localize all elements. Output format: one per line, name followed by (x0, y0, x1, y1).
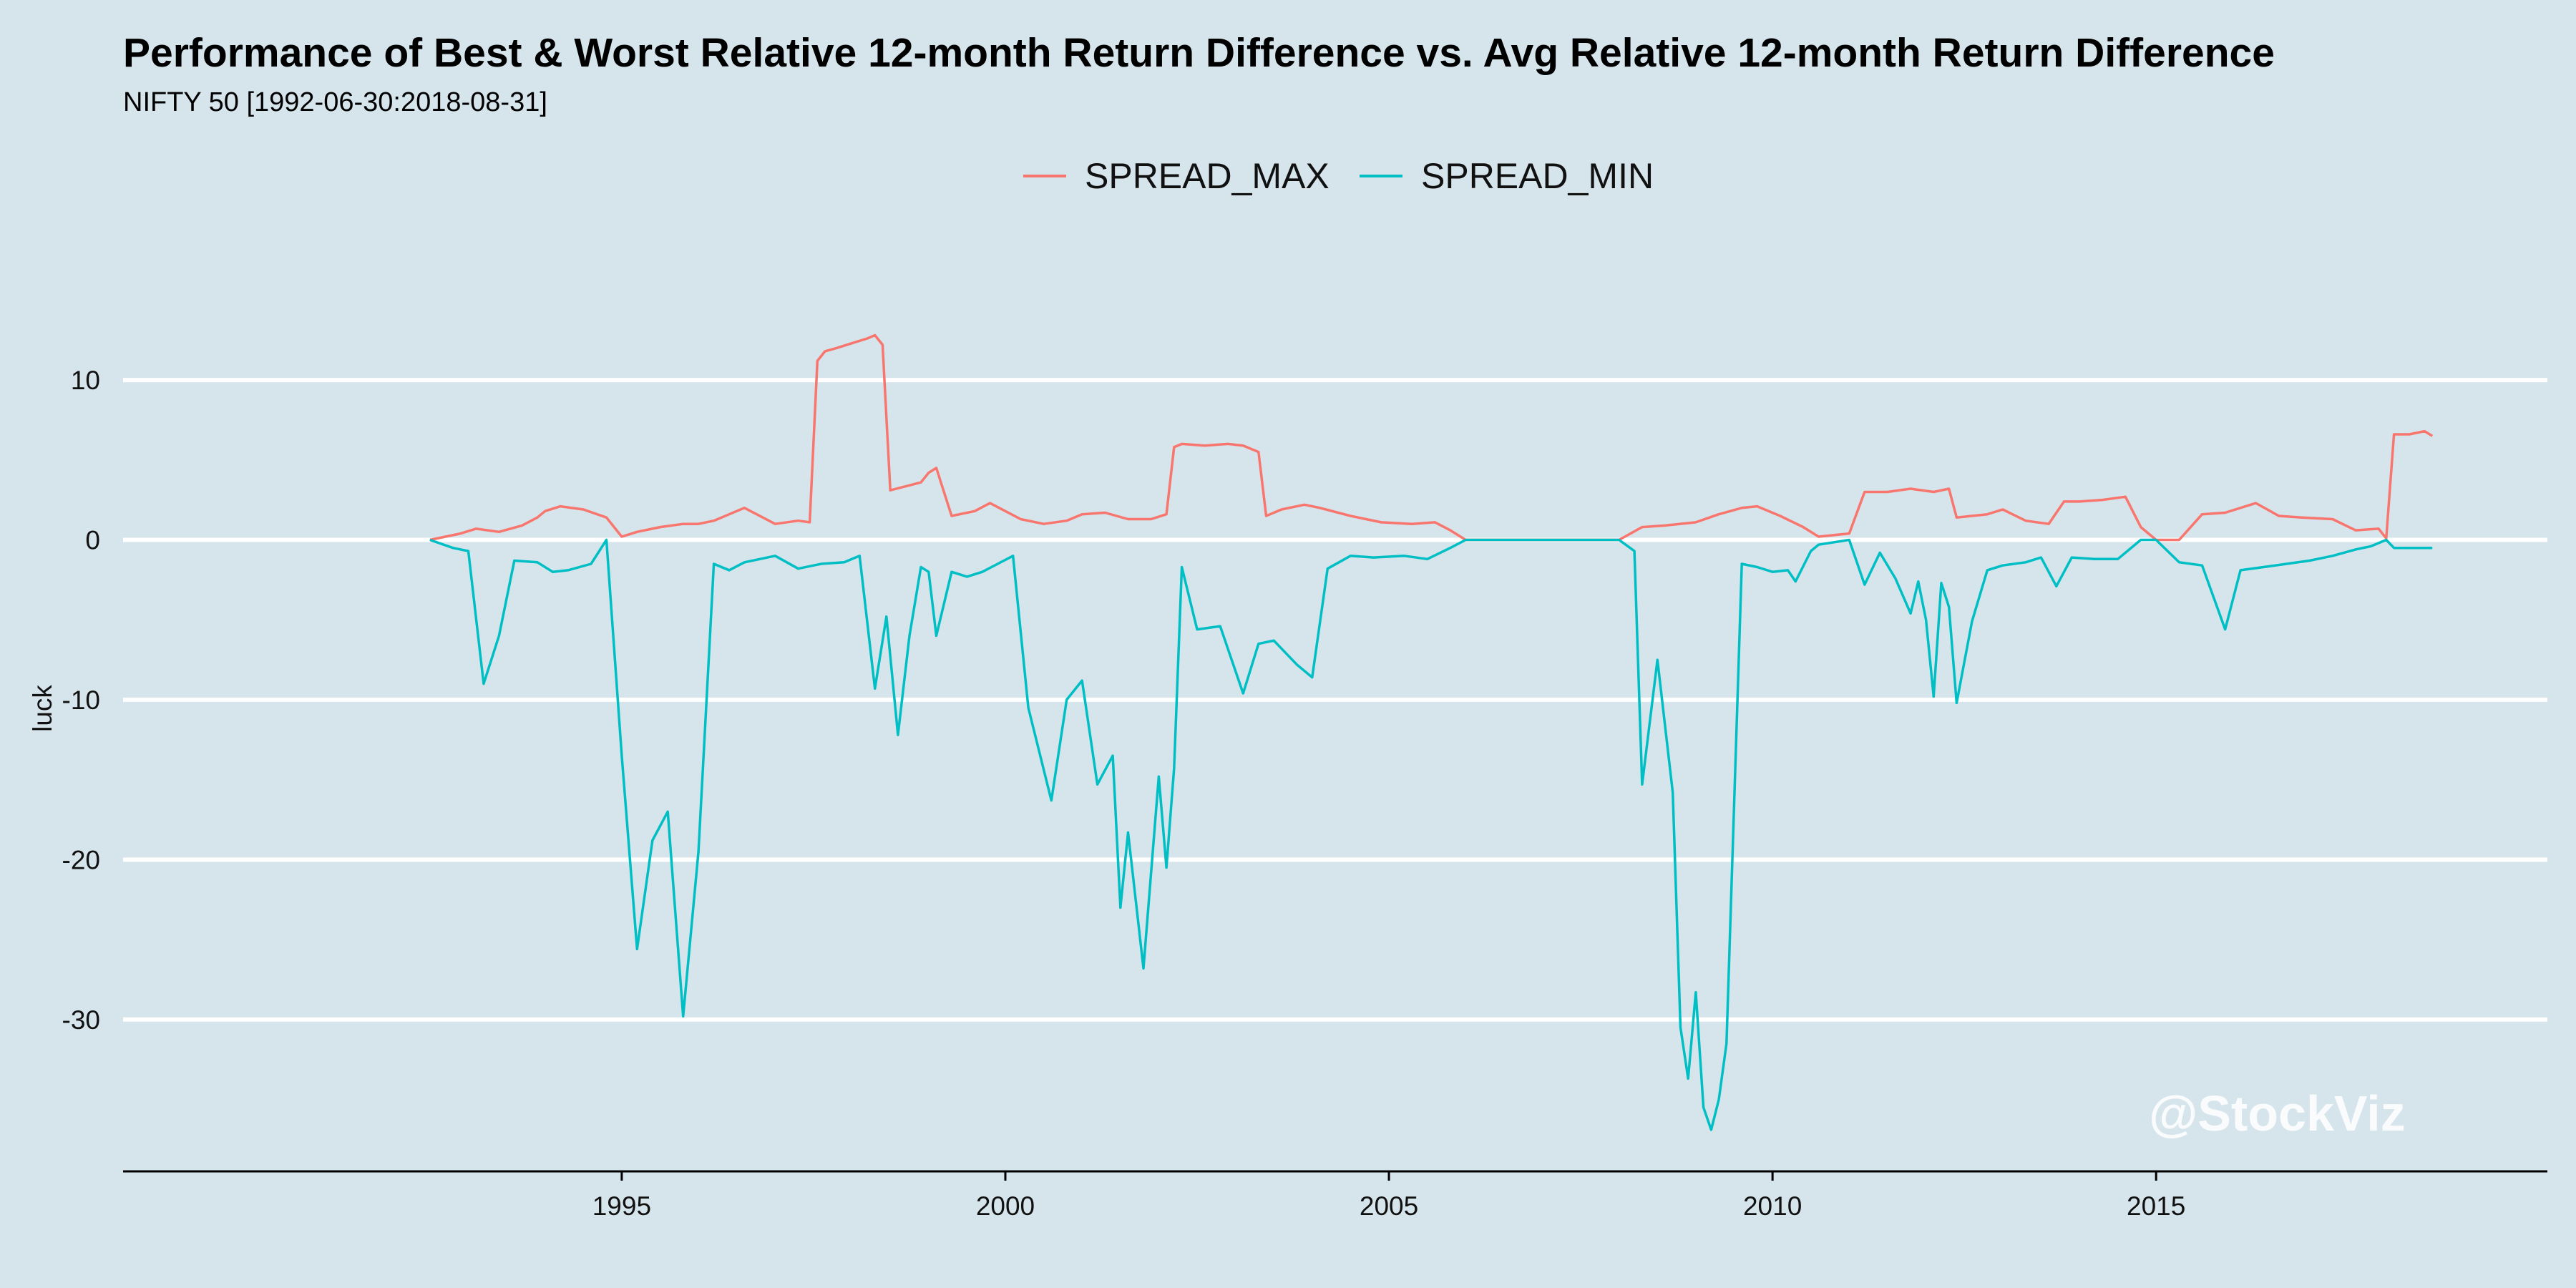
y-tick-label: -10 (62, 686, 100, 715)
gridlines (123, 378, 2547, 1022)
y-axis-title: luck (28, 685, 57, 732)
chart-subtitle: NIFTY 50 [1992-06-30:2018-08-31] (123, 87, 547, 117)
y-tick-label: -30 (62, 1005, 100, 1035)
series-line-spread-max (429, 333, 2434, 542)
y-tick-label: 10 (71, 366, 100, 395)
x-tick-label: 2015 (2127, 1191, 2185, 1221)
watermark: @StockViz (2149, 1085, 2406, 1141)
y-axis-tick-labels: 10 0 -10 -20 -30 (62, 366, 100, 1035)
x-tick-label: 2000 (976, 1191, 1035, 1221)
y-tick-label: 0 (85, 525, 100, 555)
x-tick-label: 2010 (1743, 1191, 1802, 1221)
x-tick-label: 1995 (592, 1191, 651, 1221)
legend-label-spread-min: SPREAD_MIN (1421, 156, 1654, 196)
y-tick-label: -20 (62, 845, 100, 874)
chart-title: Performance of Best & Worst Relative 12-… (123, 30, 2275, 76)
series-line-spread-min (429, 538, 2433, 1131)
x-axis-ticks: 1995 2000 2005 2010 2015 (592, 1171, 2185, 1221)
legend-label-spread-max: SPREAD_MAX (1085, 156, 1330, 196)
series-lines (429, 333, 2434, 1131)
x-tick-label: 2005 (1360, 1191, 1418, 1221)
legend: SPREAD_MAX SPREAD_MIN (1023, 156, 1654, 196)
